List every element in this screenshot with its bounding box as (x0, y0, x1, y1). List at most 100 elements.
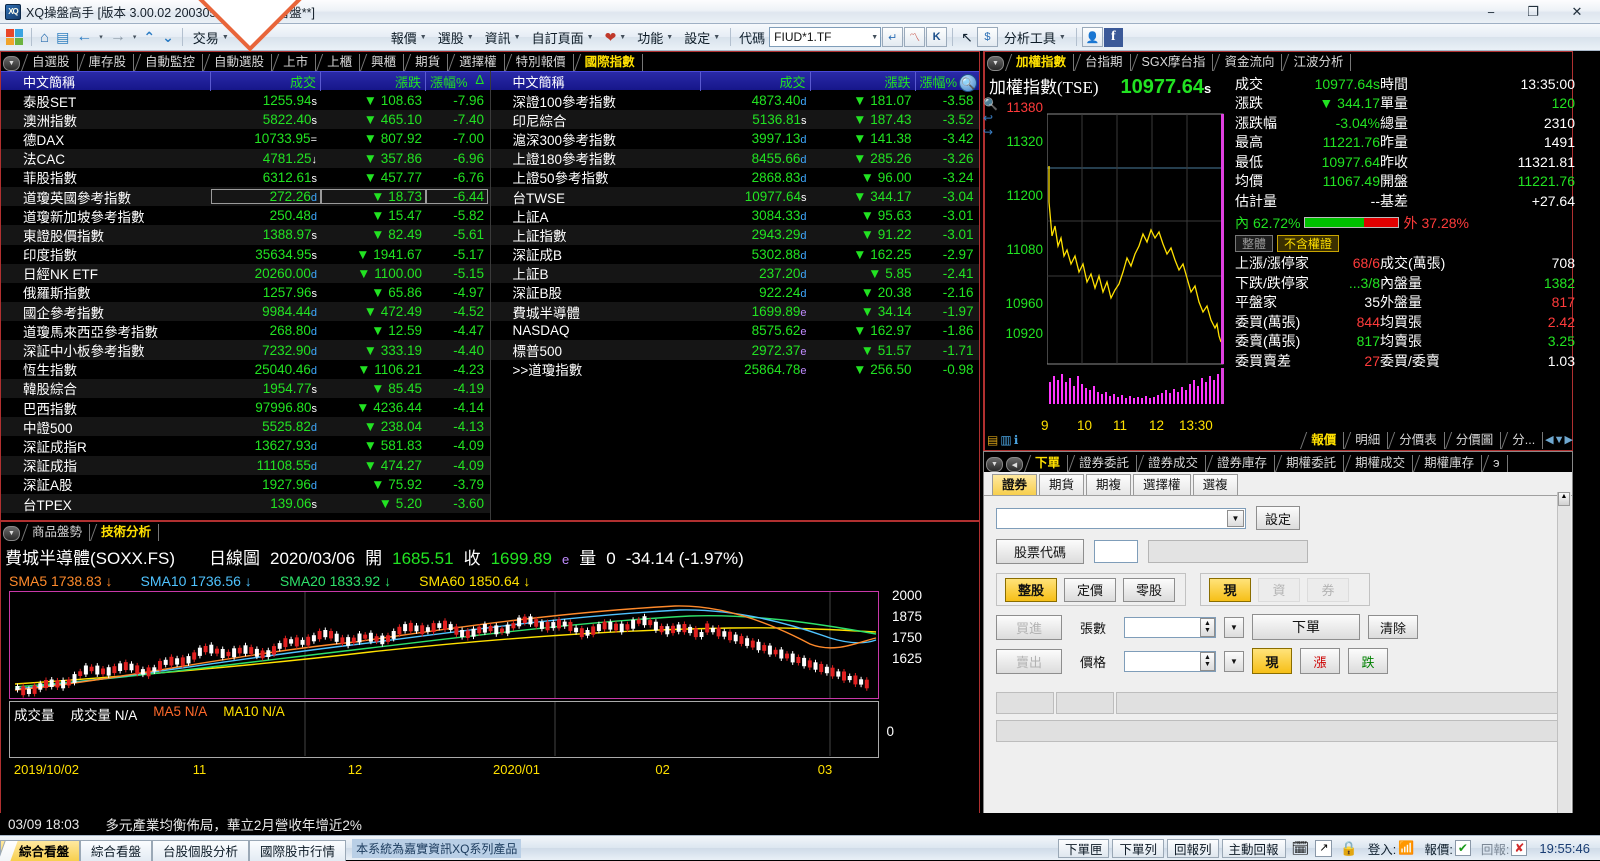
chevron-down-icon[interactable]: ▼ (871, 34, 878, 41)
menu-function[interactable]: 功能▼ (632, 26, 678, 48)
order-list-button[interactable]: 下單列 (1112, 839, 1164, 858)
order-tab-證券委託[interactable]: 證券委託 (1068, 455, 1137, 472)
menu-analysis-tools[interactable]: 分析工具▼ (999, 26, 1071, 48)
calendar-icon[interactable]: 🗓 (1292, 840, 1310, 857)
menu-quote[interactable]: 報價▼ (386, 26, 432, 48)
home-icon[interactable]: ⌂ (37, 26, 52, 48)
tabstrip-dropdown-icon[interactable]: ▼ (986, 457, 1003, 472)
workspace-tab-1[interactable]: 綜合看盤 (80, 840, 152, 861)
tabstrip-dropdown-icon[interactable]: ▼ (3, 526, 20, 541)
lot-type-整股[interactable]: 整股 (1005, 578, 1057, 602)
person-icon[interactable]: 👤 (1082, 27, 1103, 47)
credit-type-group[interactable]: 現資券 (1200, 573, 1370, 606)
submit-order-button[interactable]: 下單 (1252, 614, 1360, 640)
tabstrip-dropdown-icon[interactable]: ▼ (3, 56, 20, 71)
list-icon[interactable]: ▤ (53, 26, 72, 48)
page-down-icon[interactable]: ⌄ (159, 26, 177, 48)
cursor-icon[interactable]: ↖ (958, 26, 976, 48)
menu-settings[interactable]: 設定▼ (679, 26, 725, 48)
order-subtab-期貨[interactable]: 期貨 (1039, 474, 1084, 495)
enter-button[interactable]: ↵ (882, 27, 903, 47)
order-tab-期權庫存[interactable]: 期權庫存 (1413, 455, 1482, 472)
order-tab-證券成交[interactable]: 證券成交 (1137, 455, 1206, 472)
order-tab-期權成交[interactable]: 期權成交 (1344, 455, 1413, 472)
order-subtab-證券[interactable]: 證券 (992, 474, 1037, 495)
order-scrollbar[interactable]: ▲ (1557, 492, 1571, 822)
tabstrip-dropdown-icon[interactable]: ▼ (987, 56, 1004, 71)
price-dropdown-icon[interactable]: ▼ (1224, 651, 1244, 672)
credit-type-資[interactable]: 資 (1258, 578, 1300, 602)
index-subtab-報價[interactable]: 報價 (1300, 432, 1344, 449)
order-subtab-選擇權[interactable]: 選擇權 (1133, 474, 1191, 495)
mode-button-exclude-warrants[interactable]: 不含權證 (1277, 235, 1339, 252)
mode-button-overall[interactable]: 整體 (1235, 235, 1273, 252)
order-tab-期權委託[interactable]: 期權委託 (1275, 455, 1344, 472)
menu-info[interactable]: 資訊▼ (480, 26, 526, 48)
index-subtab-分價表[interactable]: 分價表 (1388, 432, 1445, 449)
order-tab-證券庫存[interactable]: 證券庫存 (1206, 455, 1275, 472)
forward-arrow-icon[interactable]: → (107, 26, 129, 48)
clear-button[interactable]: 清除 (1368, 615, 1418, 639)
tech-tab-技術分析[interactable]: 技術分析 (90, 524, 159, 541)
workspace-tab-0[interactable]: 綜合看盤 (0, 840, 80, 861)
nav-left-icon[interactable]: ◀ (1545, 433, 1553, 446)
price-chart-area[interactable]: 2000 1875 1750 1625 (9, 591, 879, 699)
quote-tab-期貨[interactable]: 期貨 (404, 54, 448, 71)
order-tab-下單[interactable]: 下單 (1024, 455, 1068, 472)
quote-tab-自動監控[interactable]: 自動監控 (134, 54, 203, 71)
chevron-down-icon[interactable]: ▼ (1227, 510, 1244, 527)
order-subtab-期複[interactable]: 期複 (1086, 474, 1131, 495)
order-box-button[interactable]: 下單匣 (1058, 839, 1110, 858)
quote-tab-自動選股[interactable]: 自動選股 (203, 54, 272, 71)
index-subtab-分...[interactable]: 分... (1501, 432, 1543, 449)
quote-tab-國際指數[interactable]: 國際指數 (574, 54, 643, 71)
index-subtabs[interactable]: 報價明細分價表分價圖分... (1300, 431, 1543, 449)
back-dropdown-icon[interactable]: ▾ (96, 26, 106, 48)
order-subtab-選複[interactable]: 選複 (1193, 474, 1238, 495)
index-subtab-明細[interactable]: 明細 (1344, 432, 1388, 449)
price-mode-current[interactable]: 現 (1252, 648, 1292, 674)
close-button[interactable]: ✕ (1554, 0, 1600, 24)
bars-icon[interactable]: ▥ (1000, 433, 1011, 447)
page-up-icon[interactable]: ⌃ (140, 26, 158, 48)
facebook-icon[interactable]: f (1104, 28, 1123, 47)
tech-tabstrip[interactable]: ▼ 商品盤勢技術分析 (1, 522, 979, 541)
col-change[interactable]: 漲跌 (321, 72, 426, 91)
index-tab-SGX摩台指[interactable]: SGX摩台指 (1131, 54, 1214, 71)
k-line-button[interactable]: K (926, 27, 947, 47)
credit-type-券[interactable]: 券 (1307, 578, 1349, 602)
quantity-input[interactable]: ▲▼ (1124, 617, 1216, 638)
